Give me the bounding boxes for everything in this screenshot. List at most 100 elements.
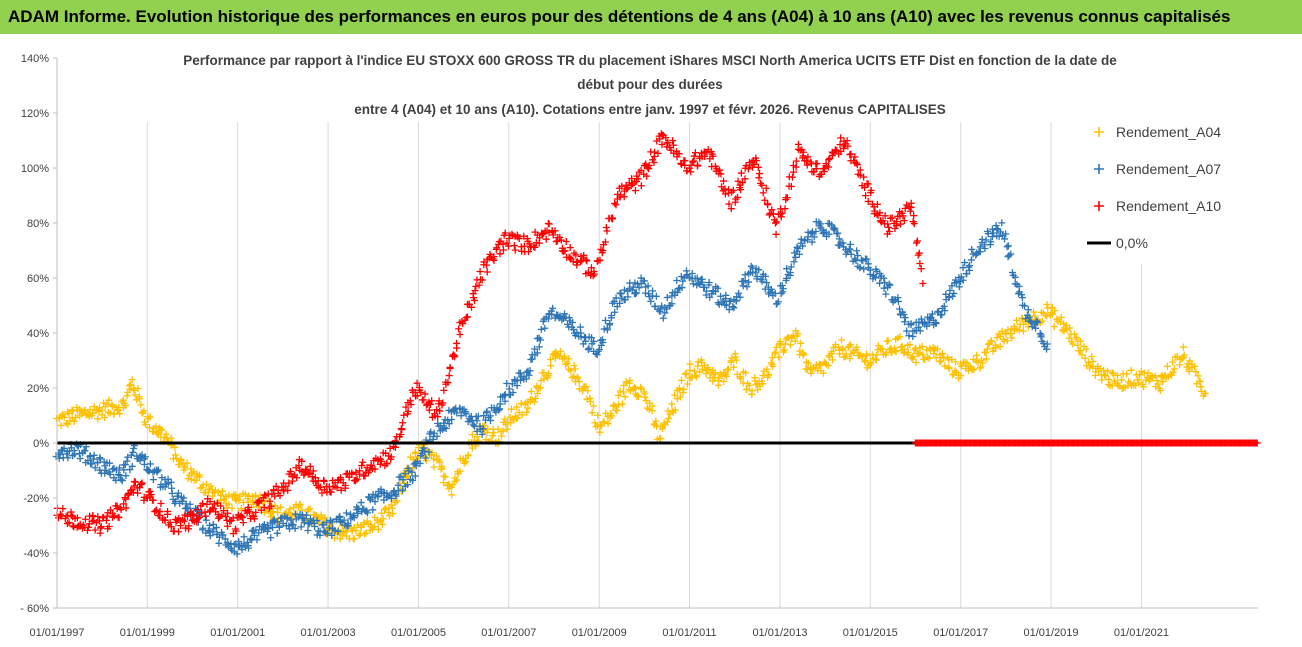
- chart-title-line-2: début pour des durées: [577, 77, 723, 92]
- y-tick-label: 140%: [21, 53, 49, 65]
- data-point: [94, 415, 102, 423]
- y-tick-label: - 60%: [20, 603, 49, 615]
- data-point: [1021, 302, 1029, 310]
- data-point: [787, 263, 795, 271]
- data-point: [600, 418, 608, 426]
- data-point: [348, 469, 356, 477]
- data-point: [67, 511, 75, 519]
- data-point: [594, 411, 602, 419]
- data-point: [334, 527, 342, 535]
- data-point: [107, 506, 115, 514]
- data-point: [759, 380, 767, 388]
- data-point: [725, 306, 733, 314]
- data-point: [637, 182, 645, 190]
- data-point: [62, 419, 70, 427]
- data-point: [75, 450, 83, 458]
- data-point: [102, 466, 110, 474]
- data-point: [355, 532, 363, 540]
- data-point: [505, 234, 513, 242]
- data-point: [360, 520, 368, 528]
- data-point: [181, 464, 189, 472]
- data-point: [525, 248, 533, 256]
- data-point: [371, 498, 379, 506]
- data-point: [422, 454, 430, 462]
- data-point: [344, 521, 352, 529]
- y-tick-label: 0%: [33, 438, 49, 450]
- data-point: [612, 201, 620, 209]
- data-point: [306, 462, 314, 470]
- data-point: [120, 466, 128, 474]
- data-point: [565, 355, 573, 363]
- data-point: [829, 356, 837, 364]
- data-point: [207, 482, 215, 490]
- data-point: [1153, 377, 1161, 385]
- data-point: [361, 530, 369, 538]
- data-point: [1085, 358, 1093, 366]
- data-point: [794, 330, 802, 338]
- data-point: [444, 379, 452, 387]
- data-point: [167, 523, 175, 531]
- data-point: [401, 470, 409, 478]
- data-point: [89, 455, 97, 463]
- data-point: [516, 369, 524, 377]
- data-point: [63, 520, 71, 528]
- data-point: [1043, 300, 1051, 308]
- data-point: [681, 370, 689, 378]
- data-point: [771, 350, 779, 358]
- data-point: [435, 397, 443, 405]
- data-point: [641, 390, 649, 398]
- data-point: [105, 523, 113, 531]
- data-point: [1036, 330, 1044, 338]
- data-point: [635, 284, 643, 292]
- data-point: [235, 496, 243, 504]
- data-point: [430, 463, 438, 471]
- data-point: [277, 503, 285, 511]
- data-point: [1026, 317, 1034, 325]
- data-point: [475, 281, 483, 289]
- data-point: [265, 525, 273, 533]
- data-point: [1050, 323, 1058, 331]
- data-point: [830, 226, 838, 234]
- data-point: [879, 345, 887, 353]
- x-tick-label: 01/01/2015: [843, 627, 898, 639]
- data-point: [404, 481, 412, 489]
- data-point: [718, 183, 726, 191]
- data-point: [140, 407, 148, 415]
- data-point: [835, 235, 843, 243]
- data-point: [495, 406, 503, 414]
- data-point: [442, 424, 450, 432]
- data-point: [304, 470, 312, 478]
- data-point: [742, 369, 750, 377]
- data-point: [293, 474, 301, 482]
- data-point: [599, 336, 607, 344]
- data-point: [949, 371, 957, 379]
- data-point: [1001, 235, 1009, 243]
- data-point: [387, 453, 395, 461]
- x-tick-label: 01/01/2009: [572, 627, 627, 639]
- data-point: [669, 137, 677, 145]
- data-point: [549, 231, 557, 239]
- data-point: [276, 492, 284, 500]
- data-point: [215, 539, 223, 547]
- data-point: [1018, 294, 1026, 302]
- data-point: [95, 517, 103, 525]
- data-point: [777, 341, 785, 349]
- data-point: [603, 326, 611, 334]
- data-point: [720, 377, 728, 385]
- data-point: [958, 362, 966, 370]
- x-tick-label: 01/01/2005: [391, 627, 446, 639]
- y-tick-label: 120%: [21, 108, 49, 120]
- data-point: [304, 526, 312, 534]
- data-point: [407, 401, 415, 409]
- data-point: [327, 488, 335, 496]
- data-point: [400, 411, 408, 419]
- data-point: [378, 457, 386, 465]
- data-point: [562, 238, 570, 246]
- data-point: [438, 462, 446, 470]
- x-tick-label: 01/01/2017: [933, 627, 988, 639]
- data-point: [199, 500, 207, 508]
- data-point: [239, 519, 247, 527]
- data-point: [311, 522, 319, 530]
- data-point: [1159, 378, 1167, 386]
- data-point: [456, 467, 464, 475]
